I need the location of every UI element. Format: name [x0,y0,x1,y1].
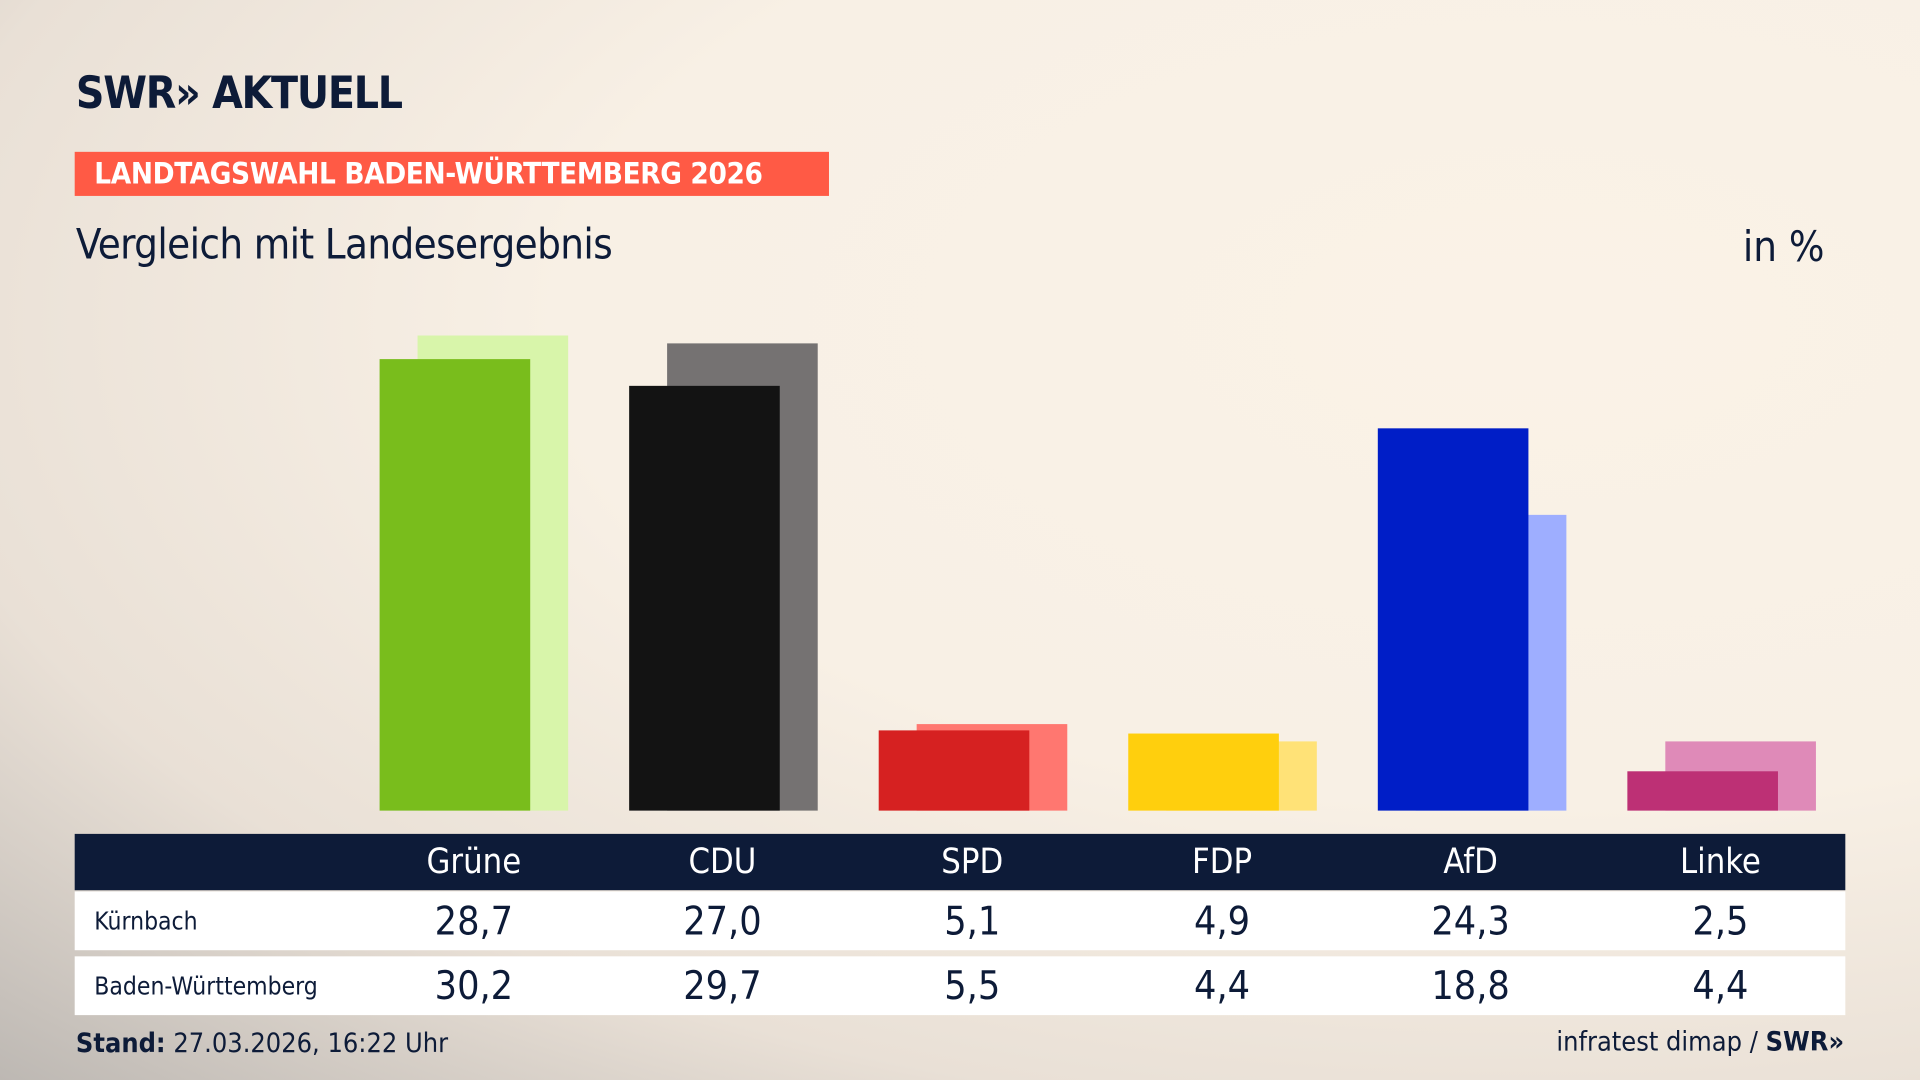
party-label: FDP [1191,841,1253,882]
chart-subtitle: Vergleich mit Landesergebnis [75,220,613,270]
value-cell: 5,1 [944,897,1001,945]
stand-value: 27.03.2026, 16:22 Uhr [165,1028,449,1060]
party-label: Linke [1679,841,1761,882]
row-label: Kürnbach [94,906,198,936]
value-cell: 4,4 [1194,962,1251,1009]
timestamp: Stand: 27.03.2026, 16:22 Uhr [76,1029,448,1060]
unit-label: in % [1742,222,1825,272]
value-cell: 24,3 [1431,897,1510,945]
value-cell: 18,8 [1431,962,1510,1009]
bar-local-grüne [379,359,531,811]
table-header: Grüne CDU SPD FDP AfD Linke [74,833,1846,891]
source-text: infratest dimap / [1556,1027,1766,1058]
bar-local-fdp [1128,733,1279,811]
value-cell: 30,2 [434,962,514,1009]
bar-local-cdu [629,385,780,811]
bar-local-spd [878,730,1030,811]
source: infratest dimap / SWR» [1556,1027,1844,1058]
party-label: Grüne [426,841,522,882]
party-label: SPD [941,841,1004,882]
value-cell: 4,9 [1194,897,1251,945]
table-row: Kürnbach 28,7 27,0 5,1 4,9 24,3 2,5 [74,891,1846,951]
value-cell: 5,5 [944,962,1001,1009]
election-badge: LANDTAGSWAHL BADEN-WÜRTTEMBERG 2026 [74,151,829,196]
value-cell: 4,4 [1692,962,1749,1009]
value-cell: 2,5 [1692,897,1749,945]
table-row: Baden-Württemberg 30,2 29,7 5,5 4,4 18,8… [74,956,1846,1016]
party-label: CDU [688,841,757,882]
party-label: AfD [1443,841,1498,882]
swr-logo: SWR» [1765,1027,1845,1058]
swr-aktuell-logo: SWR» AKTUELL [75,68,403,119]
bar-local-afd [1377,428,1529,811]
value-cell: 28,7 [434,897,514,945]
stand-label: Stand: [75,1028,166,1060]
row-label: Baden-Württemberg [94,971,318,1001]
value-cell: 29,7 [683,962,762,1009]
bar-local-linke [1627,771,1778,811]
value-cell: 27,0 [683,897,762,945]
